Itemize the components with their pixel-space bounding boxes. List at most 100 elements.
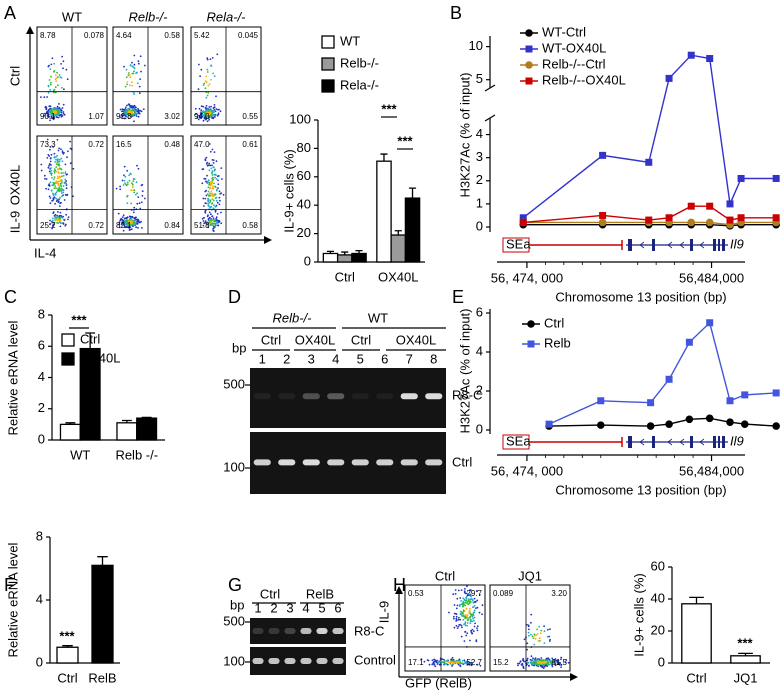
lane-number: 2	[270, 600, 277, 615]
flow-event	[131, 81, 133, 84]
legend-label: Ctrl	[80, 331, 100, 346]
flow-event	[125, 184, 128, 187]
flow-event	[62, 218, 65, 221]
flow-event	[50, 167, 52, 169]
flow-event	[212, 225, 215, 228]
flow-event	[133, 63, 136, 66]
axis-label: IL-9	[376, 601, 391, 623]
flow-event	[122, 214, 125, 217]
flow-event	[539, 664, 542, 667]
error-bar	[62, 645, 73, 648]
x-tick-label: Relb -/-	[115, 447, 158, 462]
flow-event	[206, 182, 209, 185]
point	[665, 375, 673, 383]
quadrant-value: 0.72	[88, 140, 104, 149]
quadrant-value: 81.5	[551, 658, 567, 667]
point	[646, 422, 655, 430]
flow-event	[467, 598, 470, 600]
point	[772, 174, 780, 182]
flow-event	[531, 635, 534, 638]
flow-event	[217, 108, 219, 111]
flow-event	[62, 185, 65, 187]
flow-event	[54, 192, 57, 195]
flow-event	[207, 179, 210, 182]
gel-band	[302, 459, 320, 466]
flow-event	[537, 658, 539, 660]
flow-event	[463, 640, 466, 642]
flow-event	[538, 637, 541, 639]
point	[687, 51, 695, 59]
bar	[91, 564, 114, 664]
flow-event	[200, 109, 203, 111]
flow-event	[547, 661, 549, 664]
flow-event	[211, 172, 213, 175]
flow-event	[53, 70, 55, 73]
bar	[336, 254, 353, 263]
legend-swatch	[61, 333, 75, 347]
point	[599, 151, 607, 159]
quadrant-value: 1.07	[88, 112, 104, 121]
flow-event	[124, 85, 127, 88]
panel-label: F	[4, 575, 15, 595]
flow-event	[202, 197, 205, 200]
flow-event	[214, 110, 217, 113]
flow-event	[538, 625, 541, 628]
y-tick-label: 2	[38, 400, 45, 415]
flow-event	[208, 106, 211, 108]
flow-event	[212, 199, 215, 202]
flow-event	[420, 658, 423, 660]
flow-event	[46, 96, 48, 98]
flow-event	[437, 661, 440, 663]
flow-event	[131, 84, 133, 87]
flow-event	[121, 216, 124, 219]
flow-event	[219, 193, 222, 195]
legend-swatch	[321, 79, 335, 93]
flow-event	[138, 85, 141, 88]
bar	[116, 422, 138, 441]
band-label: Ctrl	[452, 454, 472, 469]
flow-event	[61, 86, 63, 89]
flow-event	[471, 620, 474, 623]
flow-event	[543, 642, 546, 644]
flow-event	[423, 660, 426, 663]
flow-event	[50, 157, 52, 159]
flow-event	[221, 178, 223, 180]
flow-event	[537, 665, 540, 668]
flow-event	[52, 111, 55, 114]
flow-event	[203, 82, 206, 85]
flow-event	[212, 162, 215, 164]
flow-event	[59, 211, 62, 214]
flow-event	[464, 604, 467, 607]
gel-band	[268, 658, 280, 664]
flow-event	[207, 92, 210, 94]
flow-event	[464, 622, 466, 625]
lane-number: 3	[286, 600, 293, 615]
panel-label: G	[228, 575, 242, 595]
flow-event	[47, 188, 50, 191]
flow-event	[133, 120, 135, 123]
flow-event	[558, 661, 561, 664]
flow-event	[540, 657, 543, 659]
flow-event	[58, 147, 60, 150]
lane-number: 1	[254, 600, 261, 615]
flow-event	[141, 194, 144, 197]
flow-event	[528, 664, 530, 667]
flow-event	[460, 624, 463, 627]
flow-event	[448, 661, 451, 664]
lane-number: 4	[302, 600, 309, 615]
flow-event	[464, 624, 467, 627]
flow-event	[62, 111, 65, 113]
panel-label: E	[452, 287, 464, 307]
flow-event	[62, 60, 65, 63]
error-bar	[394, 230, 402, 236]
flow-event	[206, 71, 209, 73]
strand-arrow	[667, 241, 673, 249]
condition-label: OX40L	[295, 332, 335, 347]
flow-event	[459, 660, 462, 662]
flow-event	[217, 224, 220, 227]
lane-number: 6	[381, 351, 388, 366]
bar	[351, 252, 367, 263]
flow-event	[60, 157, 63, 160]
flow-event	[435, 661, 438, 664]
flow-event	[469, 622, 472, 625]
